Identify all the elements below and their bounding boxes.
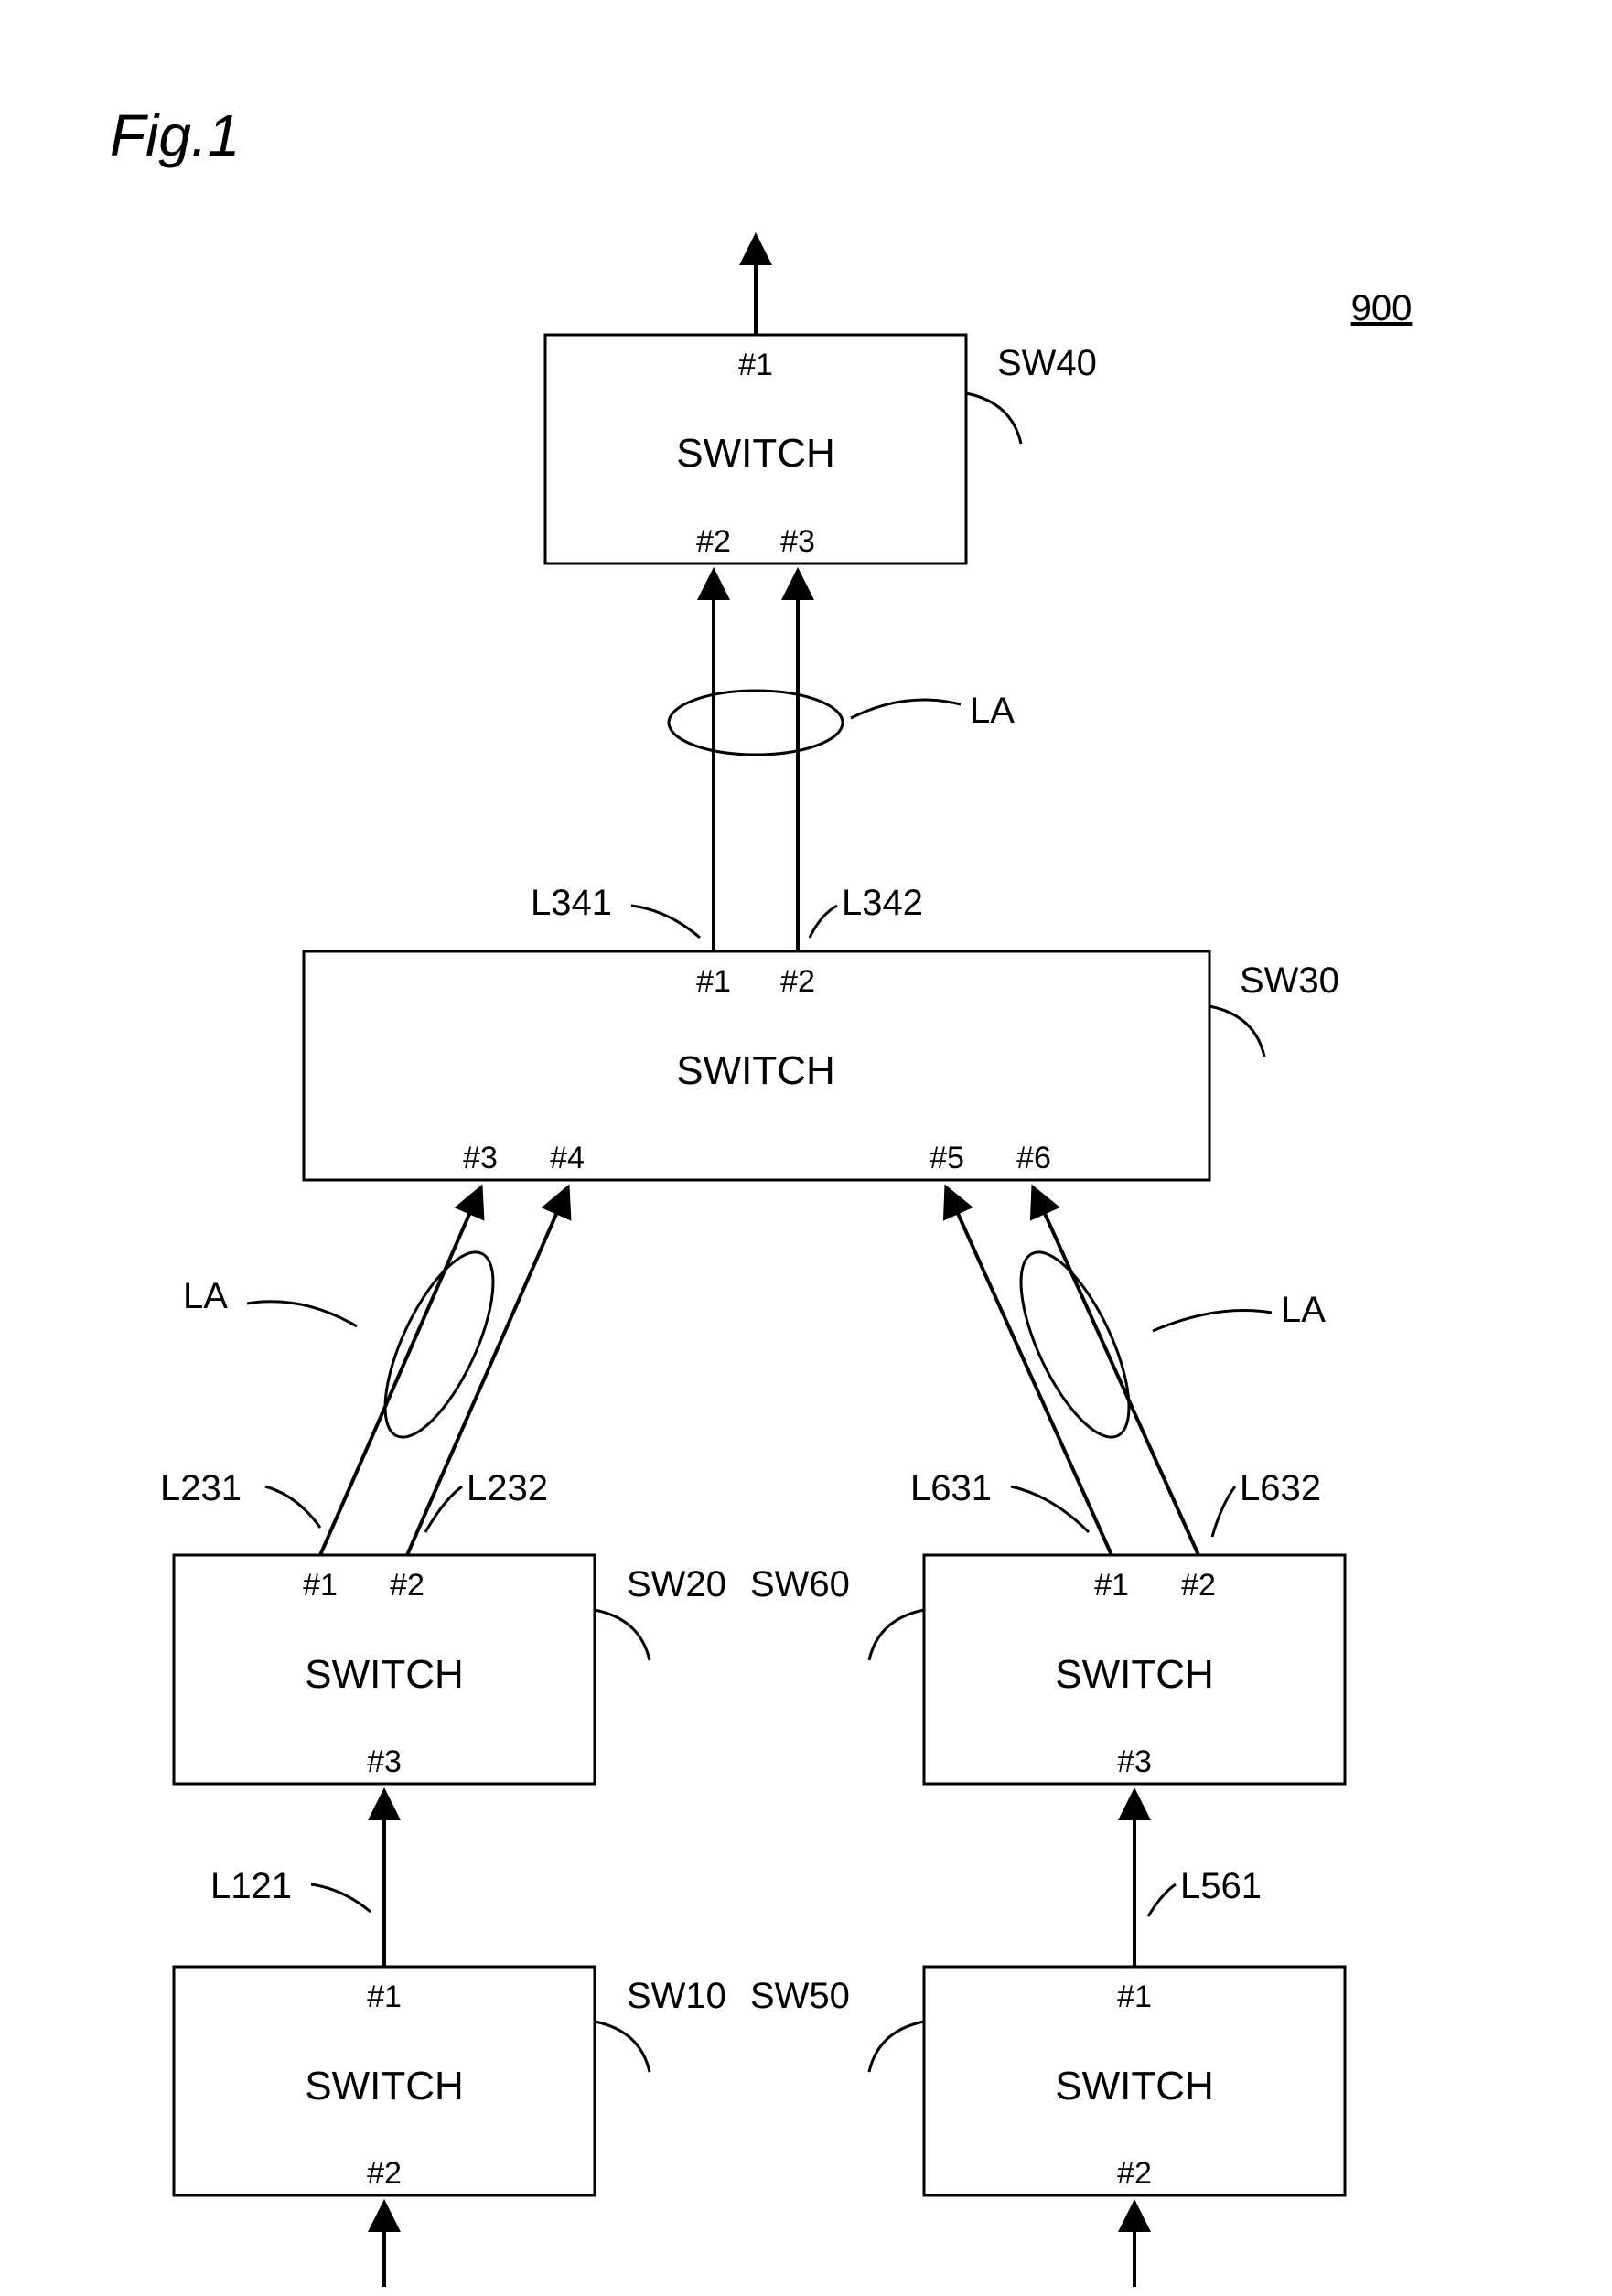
leader-line: [265, 1486, 320, 1528]
link-label-l341: L341: [531, 883, 612, 923]
link-l632: [1034, 1189, 1198, 1555]
port-label: #3: [367, 1744, 402, 1779]
leader-line: [1212, 1486, 1235, 1537]
la-label: LA: [183, 1276, 228, 1316]
leader-line: [1148, 1884, 1176, 1916]
switch-label: SWITCH: [676, 1048, 835, 1093]
leader-line: [595, 2022, 650, 2072]
port-label: #2: [1117, 2156, 1152, 2191]
port-label: #3: [780, 524, 815, 559]
port-label: #2: [367, 2156, 402, 2191]
port-label: #1: [303, 1568, 338, 1603]
node-id-sw30: SW30: [1240, 960, 1339, 1001]
node-id-sw50: SW50: [750, 1976, 850, 2016]
leader-line: [595, 1610, 650, 1660]
leader-line: [631, 906, 700, 938]
port-label: #2: [780, 964, 815, 999]
port-label: #1: [696, 964, 731, 999]
port-label: #1: [1117, 1979, 1152, 2014]
port-label: #2: [696, 524, 731, 559]
node-id-sw20: SW20: [627, 1564, 726, 1604]
link-label-l232: L232: [467, 1468, 548, 1508]
la-label: LA: [1281, 1290, 1326, 1330]
link-label-l121: L121: [210, 1866, 292, 1906]
switch-label: SWITCH: [1055, 1652, 1214, 1697]
port-label: #6: [1016, 1141, 1051, 1175]
node-sw20: #1 #2 SWITCH #3: [174, 1555, 595, 1784]
link-label-l632: L632: [1240, 1468, 1321, 1508]
network-diagram: Fig.1 900 #1 SWITCH #2 #3 SW40 LA L341 L…: [0, 0, 1612, 2296]
la-ring-right: [999, 1238, 1150, 1451]
port-label: #4: [550, 1141, 585, 1175]
switch-label: SWITCH: [1055, 2064, 1214, 2108]
leader-line: [869, 2022, 924, 2072]
switch-label: SWITCH: [305, 2064, 464, 2108]
leader-line: [869, 1610, 924, 1660]
port-label: #1: [738, 348, 773, 382]
node-sw60: #1 #2 SWITCH #3: [924, 1555, 1345, 1784]
link-label-l231: L231: [160, 1468, 242, 1508]
link-label-l561: L561: [1180, 1866, 1262, 1906]
port-label: #2: [390, 1568, 424, 1603]
node-sw30: #1 #2 SWITCH #3 #4 #5 #6: [304, 951, 1209, 1180]
link-label-l342: L342: [842, 883, 923, 923]
leader-line: [966, 393, 1021, 444]
node-sw10: #1 SWITCH #2: [174, 1967, 595, 2195]
port-label: #3: [463, 1141, 498, 1175]
node-sw50: #1 SWITCH #2: [924, 1967, 1345, 2195]
port-label: #3: [1117, 1744, 1152, 1779]
la-ring-top: [669, 691, 843, 755]
port-label: #1: [367, 1979, 402, 2014]
leader-line: [1153, 1311, 1272, 1332]
node-id-sw10: SW10: [627, 1976, 726, 2016]
leader-line: [311, 1884, 371, 1912]
port-label: #5: [930, 1141, 964, 1175]
leader-line: [247, 1302, 357, 1326]
switch-label: SWITCH: [676, 431, 835, 476]
leader-line: [851, 700, 961, 718]
node-id-sw60: SW60: [750, 1564, 850, 1604]
figure-number: 900: [1351, 288, 1413, 328]
leader-line: [425, 1486, 462, 1532]
la-label: LA: [970, 691, 1015, 731]
figure-title: Fig.1: [110, 102, 240, 168]
leader-line: [1209, 1006, 1264, 1057]
link-l231: [320, 1189, 480, 1555]
port-label: #1: [1094, 1568, 1129, 1603]
node-id-sw40: SW40: [997, 343, 1097, 383]
port-label: #2: [1181, 1568, 1216, 1603]
switch-label: SWITCH: [305, 1652, 464, 1697]
link-label-l631: L631: [910, 1468, 992, 1508]
leader-line: [1011, 1486, 1089, 1532]
node-sw40: #1 SWITCH #2 #3: [545, 335, 966, 563]
leader-line: [810, 906, 837, 938]
la-ring-left: [363, 1238, 514, 1451]
